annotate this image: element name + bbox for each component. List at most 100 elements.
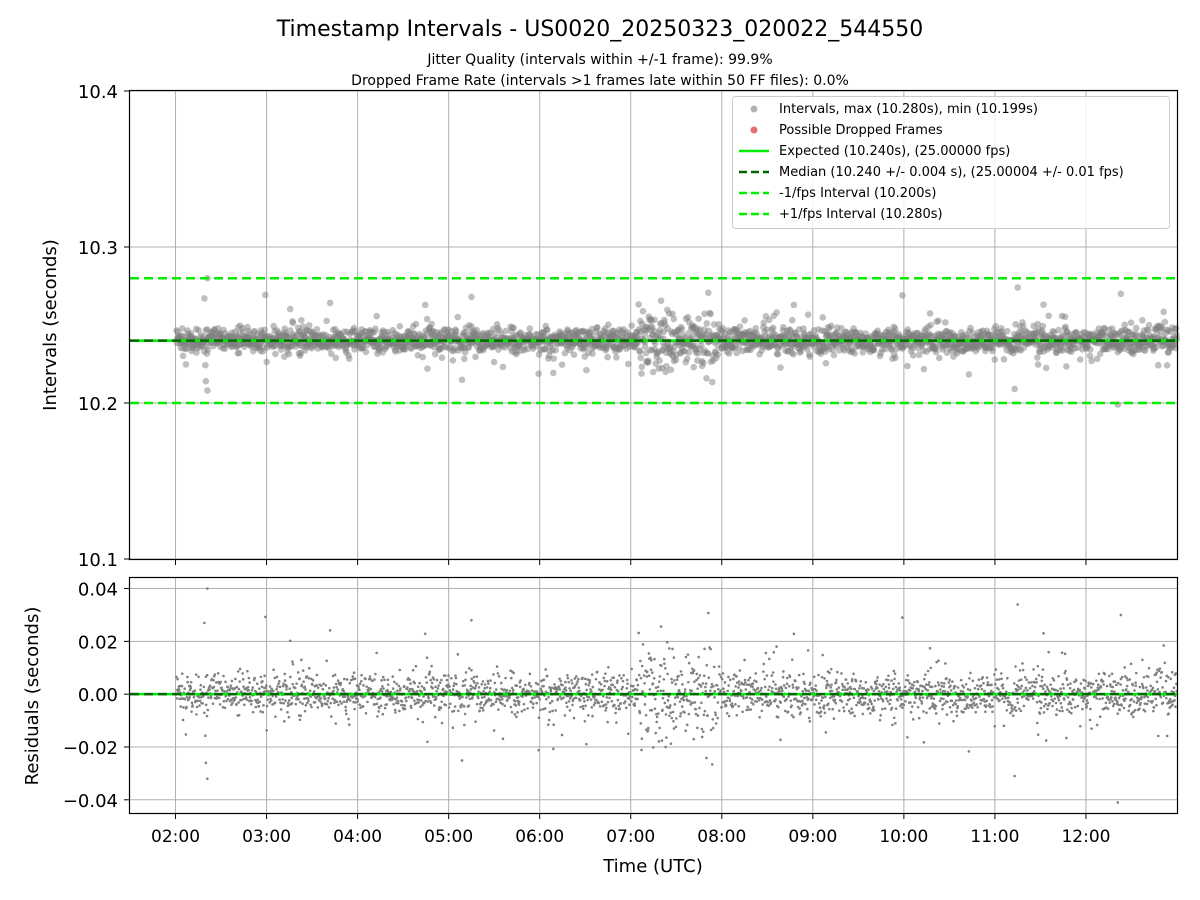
residual-point <box>751 685 754 689</box>
interval-point <box>1063 363 1070 370</box>
residual-point <box>852 672 855 676</box>
residual-point <box>781 675 785 679</box>
residual-point <box>767 688 770 692</box>
residual-point <box>744 688 748 691</box>
residual-point <box>904 700 907 703</box>
residual-point <box>948 678 951 682</box>
residual-point <box>876 676 879 679</box>
residual-point <box>717 665 721 668</box>
residual-point <box>281 698 284 701</box>
residual-point <box>853 687 857 691</box>
residual-point <box>695 672 699 676</box>
residual-point <box>705 663 709 667</box>
residual-point <box>686 653 690 656</box>
residual-point <box>513 699 517 703</box>
residual-point <box>199 683 203 687</box>
interval-point <box>583 366 590 374</box>
residual-point <box>447 674 450 677</box>
residual-point <box>436 687 440 690</box>
residual-point <box>761 703 764 706</box>
residual-point <box>513 713 517 716</box>
legend-label-expected: Expected (10.240s), (25.00000 fps) <box>779 144 1010 159</box>
residual-point <box>361 705 365 708</box>
residual-point <box>477 690 480 694</box>
residual-point <box>821 696 825 699</box>
interval-point <box>678 325 686 333</box>
residual-point <box>698 706 701 710</box>
residual-point <box>398 668 402 672</box>
residual-point <box>1044 739 1048 742</box>
residual-point <box>662 657 666 661</box>
residual-point <box>924 683 928 686</box>
residual-point <box>785 697 788 701</box>
residual-point <box>765 674 769 677</box>
residual-point <box>604 703 608 706</box>
residual-point <box>504 676 507 680</box>
residual-point <box>329 701 333 705</box>
residual-point <box>186 675 189 679</box>
interval-point <box>472 353 479 361</box>
residual-point <box>835 678 838 682</box>
residual-point <box>654 731 658 735</box>
residual-point <box>195 713 198 716</box>
residual-point <box>653 657 656 661</box>
residual-point <box>501 694 505 698</box>
residual-point <box>564 686 567 689</box>
residual-point <box>682 698 686 702</box>
residual-point <box>720 705 724 709</box>
residual-point <box>859 679 863 683</box>
residual-point <box>204 734 207 738</box>
residual-point <box>719 689 723 692</box>
residual-point <box>930 695 933 698</box>
residual-point <box>702 730 705 733</box>
residual-point <box>993 673 996 676</box>
residual-point <box>612 676 616 680</box>
residual-point <box>1002 724 1006 728</box>
residual-point <box>863 701 867 705</box>
residual-point <box>960 698 964 702</box>
residual-point <box>338 700 342 703</box>
residual-point <box>832 717 836 720</box>
residual-point <box>349 678 353 682</box>
residual-point <box>804 702 807 706</box>
residual-point <box>968 688 972 692</box>
interval-point <box>1039 322 1047 330</box>
residual-point <box>586 713 590 717</box>
residual-point <box>884 678 888 681</box>
residual-point <box>603 679 607 683</box>
residual-point <box>651 682 655 685</box>
residual-point <box>242 685 245 688</box>
residual-point <box>509 676 513 680</box>
residual-point <box>413 681 416 685</box>
residual-point <box>914 696 918 700</box>
residual-point <box>737 680 741 683</box>
interval-point <box>449 357 457 364</box>
residual-point <box>786 710 790 714</box>
residual-point <box>259 710 262 713</box>
residual-point <box>241 672 244 675</box>
residual-point <box>991 710 994 714</box>
residual-point <box>445 690 449 694</box>
residual-point <box>934 684 937 688</box>
residual-point <box>641 643 645 646</box>
residual-point <box>700 701 703 705</box>
residual-point <box>906 679 910 682</box>
residual-point <box>961 684 964 687</box>
residual-point <box>245 698 249 702</box>
residual-point <box>213 673 217 676</box>
residual-point <box>207 696 210 699</box>
residual-point <box>675 678 679 681</box>
residual-point <box>806 649 810 652</box>
residual-point <box>655 712 658 716</box>
residual-point <box>319 700 322 703</box>
residual-point <box>669 704 672 707</box>
residual-point <box>364 677 367 681</box>
residual-point <box>500 687 503 691</box>
residual-point <box>383 706 387 710</box>
residual-point <box>183 687 186 691</box>
residual-point <box>1056 689 1060 693</box>
residual-point <box>339 681 343 685</box>
residual-point <box>571 703 574 707</box>
residual-point <box>191 704 194 707</box>
residual-point <box>630 695 634 699</box>
